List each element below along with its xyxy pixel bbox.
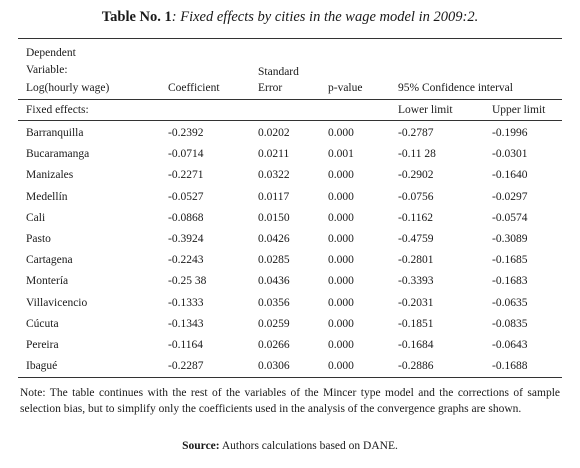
p-value-cell: 0.000 <box>328 127 354 139</box>
source-label: Source: <box>182 440 220 452</box>
city-name: Montería <box>26 275 69 288</box>
standard-error-cell: 0.0117 <box>258 190 290 203</box>
standard-error-cell: 0.0259 <box>258 317 290 330</box>
lower-limit-cell: -0.3393 <box>398 275 434 288</box>
coefficient-cell: -0.0868 <box>168 211 204 224</box>
p-value-cell: 0.000 <box>328 211 354 224</box>
bottom-rule <box>18 377 562 378</box>
upper-limit-cell: -0.1996 <box>492 127 528 139</box>
city-name: Cali <box>26 211 46 224</box>
coefficient-cell: -0.3924 <box>168 233 204 245</box>
standard-error-cell: 0.0285 <box>258 254 290 267</box>
header-standard-error: Standard <box>258 66 299 78</box>
lower-limit-cell: -0.0756 <box>398 190 434 203</box>
top-rule <box>18 38 562 39</box>
upper-limit-cell: -0.1683 <box>492 275 528 288</box>
lower-limit-cell: -0.4759 <box>398 233 434 245</box>
upper-limit-cell: -0.0835 <box>492 317 528 330</box>
standard-error-cell: 0.0306 <box>258 360 290 373</box>
header-dependent: Dependent <box>26 47 76 59</box>
upper-limit-cell: -0.0574 <box>492 211 528 224</box>
upper-limit-cell: -0.0297 <box>492 190 528 203</box>
coefficient-cell: -0.2287 <box>168 360 204 373</box>
header-confidence-interval: 95% Confidence interval <box>398 82 513 94</box>
subheader-rule <box>18 120 562 121</box>
title-label: Table No. 1 <box>101 9 172 25</box>
p-value-cell: 0.000 <box>328 275 354 288</box>
city-name: Pasto <box>26 233 51 245</box>
p-value-cell: 0.000 <box>328 339 354 351</box>
upper-limit-cell: -0.0635 <box>492 296 528 309</box>
city-name: Cúcuta <box>26 317 59 330</box>
lower-limit-cell: -0.2886 <box>398 360 434 373</box>
upper-limit-cell: -0.3089 <box>492 233 528 245</box>
p-value-cell: 0.000 <box>328 360 354 373</box>
standard-error-cell: 0.0426 <box>258 233 290 245</box>
coefficient-cell: -0.2392 <box>168 127 204 139</box>
lower-limit-cell: -0.11 28 <box>398 148 436 161</box>
p-value-cell: 0.000 <box>328 233 354 245</box>
city-name: Cartagena <box>26 254 73 267</box>
upper-limit-cell: -0.0301 <box>492 148 528 161</box>
header-dependent: Log(hourly wage) <box>26 82 110 94</box>
header-rule <box>18 99 562 100</box>
city-name: Pereira <box>26 339 59 351</box>
p-value-cell: 0.000 <box>328 317 354 330</box>
coefficient-cell: -0.2243 <box>168 254 204 267</box>
lower-limit-cell: -0.2902 <box>398 169 434 182</box>
title-text: : Fixed effects by cities in the wage mo… <box>171 9 479 25</box>
header-coefficient: Coefficient <box>168 82 220 94</box>
upper-limit-cell: -0.0643 <box>492 339 528 351</box>
lower-limit-cell: -0.2031 <box>398 296 434 309</box>
standard-error-cell: 0.0356 <box>258 296 290 309</box>
table-note: Note: The table continues with the rest … <box>20 387 560 415</box>
lower-limit-cell: -0.1684 <box>398 339 434 351</box>
coefficient-cell: -0.1164 <box>168 339 204 351</box>
fixed-effects-label: Fixed effects: <box>26 104 89 116</box>
upper-limit-cell: -0.1688 <box>492 360 528 373</box>
p-value-cell: 0.000 <box>328 169 354 182</box>
header-p-value: p-value <box>328 82 363 94</box>
p-value-cell: 0.001 <box>328 148 354 161</box>
standard-error-cell: 0.0150 <box>258 211 290 224</box>
city-name: Villavicencio <box>26 296 88 309</box>
lower-limit-cell: -0.1162 <box>398 211 434 224</box>
p-value-cell: 0.000 <box>328 254 354 267</box>
coefficient-cell: -0.1343 <box>168 317 204 330</box>
header-upper-limit: Upper limit <box>492 104 546 116</box>
p-value-cell: 0.000 <box>328 190 354 203</box>
coefficient-cell: -0.0714 <box>168 148 204 161</box>
upper-limit-cell: -0.1640 <box>492 169 528 182</box>
city-name: Ibagué <box>26 360 58 373</box>
coefficient-cell: -0.1333 <box>168 296 204 309</box>
source-text: Authors calculations based on DANE. <box>219 440 398 452</box>
coefficient-cell: -0.0527 <box>168 190 204 203</box>
header-standard-error: Error <box>258 82 283 94</box>
standard-error-cell: 0.0322 <box>258 169 290 182</box>
standard-error-cell: 0.0202 <box>258 127 290 139</box>
coefficient-cell: -0.2271 <box>168 169 204 182</box>
city-name: Bucaramanga <box>26 148 90 161</box>
upper-limit-cell: -0.1685 <box>492 254 528 267</box>
table-title: Table No. 1: Fixed effects by cities in … <box>0 9 580 26</box>
header-lower-limit: Lower limit <box>398 104 453 116</box>
standard-error-cell: 0.0211 <box>258 148 290 161</box>
city-name: Barranquilla <box>26 127 84 139</box>
city-name: Medellín <box>26 190 68 203</box>
table-source: Source: Authors calculations based on DA… <box>0 440 580 452</box>
coefficient-cell: -0.25 38 <box>168 275 207 288</box>
lower-limit-cell: -0.2787 <box>398 127 434 139</box>
lower-limit-cell: -0.1851 <box>398 317 434 330</box>
header-dependent: Variable: <box>26 64 68 76</box>
lower-limit-cell: -0.2801 <box>398 254 434 267</box>
standard-error-cell: 0.0266 <box>258 339 290 351</box>
city-name: Manizales <box>26 169 74 182</box>
p-value-cell: 0.000 <box>328 296 354 309</box>
standard-error-cell: 0.0436 <box>258 275 290 288</box>
